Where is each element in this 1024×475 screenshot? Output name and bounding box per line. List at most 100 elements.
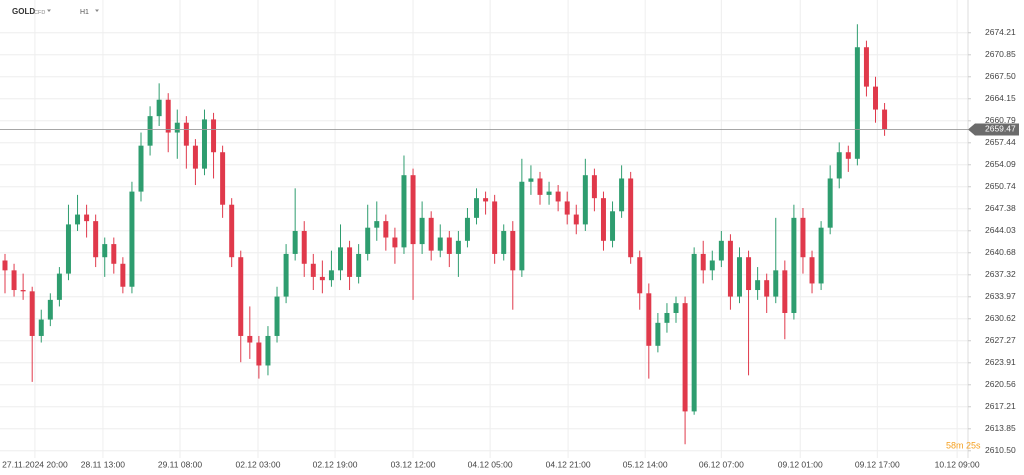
candle-body xyxy=(637,257,643,294)
candle-body xyxy=(410,175,416,245)
candle-body xyxy=(591,175,597,199)
candle-body xyxy=(827,178,833,228)
candle-body xyxy=(773,270,779,297)
candle-body xyxy=(764,280,770,297)
candle-body xyxy=(338,247,343,271)
candle-body xyxy=(555,191,561,202)
candle-body xyxy=(192,145,198,169)
candle-body xyxy=(2,260,8,271)
candle-body xyxy=(836,152,842,179)
candle-body xyxy=(755,280,761,291)
candle-body xyxy=(446,237,452,254)
candle-body xyxy=(102,244,108,258)
candle-body xyxy=(628,178,634,258)
candle-body xyxy=(401,175,407,248)
candle-body xyxy=(229,204,235,258)
candle-body xyxy=(392,237,398,248)
candle-body xyxy=(691,253,697,412)
x-tick-label: 06.12 07:00 xyxy=(699,459,744,469)
y-tick-label: 2627.27 xyxy=(985,335,1016,345)
candle-body xyxy=(120,263,126,287)
candle-body xyxy=(882,109,888,130)
candle-body xyxy=(646,293,652,346)
x-tick-label: 05.12 14:00 xyxy=(623,459,668,469)
candle-body xyxy=(528,178,534,182)
candle-body xyxy=(319,276,325,281)
candle-body xyxy=(347,247,353,277)
candle-body xyxy=(682,303,688,412)
candle-body xyxy=(183,122,189,146)
candle-body xyxy=(20,290,26,292)
candle-body xyxy=(47,299,53,320)
candle-body xyxy=(510,230,516,271)
candle-body xyxy=(138,145,144,192)
candle-body xyxy=(84,214,90,222)
candle-body xyxy=(664,312,670,323)
y-tick-label: 2640.68 xyxy=(985,247,1016,257)
candle-body xyxy=(546,191,552,195)
y-tick-label: 2610.50 xyxy=(985,445,1016,455)
candle-body xyxy=(673,303,679,313)
candle-body xyxy=(383,221,389,238)
x-tick-label: 09.12 01:00 xyxy=(778,459,823,469)
x-tick-label: 09.12 17:00 xyxy=(855,459,900,469)
y-tick-label: 2657.44 xyxy=(985,137,1016,147)
y-tick-label: 2633.97 xyxy=(985,291,1016,301)
y-tick-label: 2623.91 xyxy=(985,357,1016,367)
candle-body xyxy=(283,253,289,297)
candle-body xyxy=(582,175,588,225)
candle-body xyxy=(11,270,17,291)
candle-body xyxy=(537,178,543,195)
candle-body xyxy=(483,198,489,202)
candle-body xyxy=(365,227,371,254)
last-price-label: 2659.47 xyxy=(985,124,1016,134)
y-tick-label: 2650.74 xyxy=(985,181,1016,191)
candle-body xyxy=(65,224,71,274)
y-tick-label: 2674.21 xyxy=(985,27,1016,37)
candle-body xyxy=(174,122,180,133)
candle-body xyxy=(129,191,135,287)
candle-body xyxy=(854,47,860,159)
candle-body xyxy=(428,217,434,251)
last-price-tag xyxy=(968,123,1019,136)
x-tick-label: 28.11 13:00 xyxy=(81,459,126,469)
candle-body xyxy=(437,237,443,251)
x-tick-label: 02.12 03:00 xyxy=(236,459,281,469)
candle-body xyxy=(419,217,425,245)
candle-body xyxy=(292,230,298,254)
candle-body xyxy=(247,335,253,343)
candle-body xyxy=(29,291,35,336)
candle-body xyxy=(501,230,507,254)
candle-body xyxy=(492,201,498,254)
candle-body xyxy=(38,319,44,336)
interval[interactable]: H1 xyxy=(80,9,89,16)
candle-body xyxy=(873,86,879,110)
candle-body xyxy=(845,152,851,159)
y-tick-label: 2667.50 xyxy=(985,71,1016,81)
y-tick-label: 2654.09 xyxy=(985,159,1016,169)
y-tick-label: 2630.62 xyxy=(985,313,1016,323)
candle-body xyxy=(93,221,99,258)
candle-body xyxy=(356,253,362,277)
candle-body xyxy=(727,240,733,297)
candle-body xyxy=(600,198,606,241)
candle-body xyxy=(274,296,280,336)
y-tick-label: 2670.85 xyxy=(985,49,1016,59)
candle-body xyxy=(256,342,262,366)
dropdown-arrow[interactable] xyxy=(47,9,51,13)
candle-body xyxy=(75,214,81,225)
dropdown-arrow[interactable] xyxy=(95,9,99,13)
candle-body xyxy=(791,217,797,313)
countdown: 58m 25s xyxy=(946,440,981,450)
candle-body xyxy=(464,217,470,241)
y-tick-label: 2637.32 xyxy=(985,269,1016,279)
x-tick-label: 29.11 08:00 xyxy=(158,459,203,469)
y-tick-label: 2647.38 xyxy=(985,203,1016,213)
symbol[interactable]: GOLD xyxy=(12,7,35,16)
x-tick-label: 04.12 05:00 xyxy=(468,459,513,469)
candle-body xyxy=(165,99,171,133)
candle-body xyxy=(301,230,307,264)
candle-body xyxy=(374,221,380,228)
y-tick-label: 2613.85 xyxy=(985,423,1016,433)
